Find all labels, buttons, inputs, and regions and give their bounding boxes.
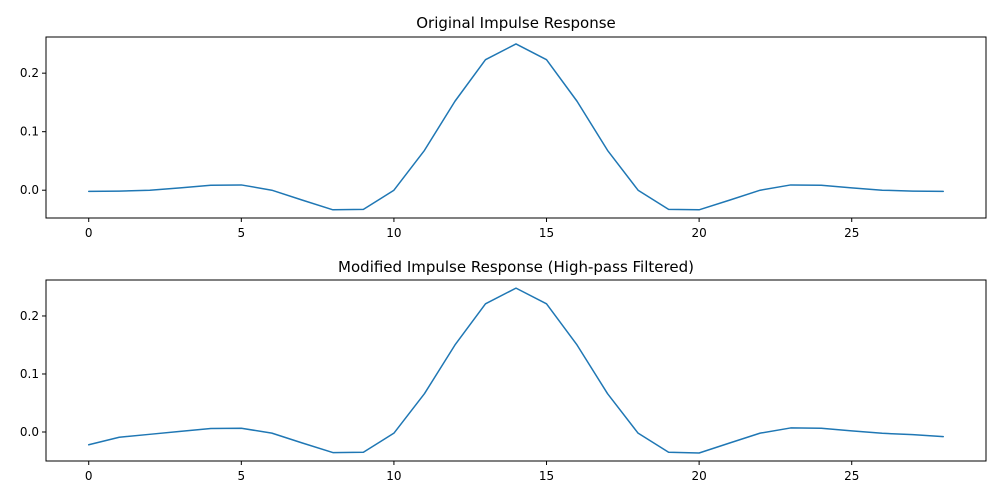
- x-tick-label: 20: [691, 226, 706, 240]
- plot-frame: [45, 36, 987, 219]
- x-tick-label: 20: [691, 469, 706, 483]
- y-axis: 0.0 0.1 0.2: [20, 66, 46, 197]
- x-tick-label: 10: [386, 226, 401, 240]
- x-tick-label: 5: [238, 469, 246, 483]
- chart-modified-impulse-response: Modified Impulse Response (High-pass Fil…: [20, 258, 987, 483]
- chart-title: Original Impulse Response: [416, 14, 616, 32]
- series-layer: [87, 287, 945, 454]
- y-tick-label: 0.1: [20, 125, 39, 139]
- x-tick-label: 0: [85, 469, 93, 483]
- chart-original-impulse-response: Original Impulse Response 0 5 10 15 20 25 0.0…: [20, 14, 987, 240]
- y-tick-label: 0.1: [20, 367, 39, 381]
- y-axis: 0.0 0.1 0.2: [20, 309, 46, 439]
- x-tick-label: 15: [539, 469, 554, 483]
- x-tick-label: 15: [539, 226, 554, 240]
- y-tick-label: 0.2: [20, 66, 39, 80]
- chart-title: Modified Impulse Response (High-pass Fil…: [338, 258, 694, 276]
- x-tick-label: 10: [386, 469, 401, 483]
- x-tick-label: 0: [85, 226, 93, 240]
- x-tick-label: 25: [844, 226, 859, 240]
- series-line: [87, 287, 945, 454]
- y-tick-label: 0.2: [20, 309, 39, 323]
- y-tick-label: 0.0: [20, 183, 39, 197]
- x-tick-label: 5: [238, 226, 246, 240]
- x-axis: 0 5 10 15 20 25: [85, 461, 859, 483]
- plot-frame: [45, 279, 987, 462]
- x-tick-label: 25: [844, 469, 859, 483]
- series-layer: [87, 43, 945, 211]
- series-line: [87, 43, 945, 211]
- x-axis: 0 5 10 15 20 25: [85, 218, 859, 240]
- y-tick-label: 0.0: [20, 425, 39, 439]
